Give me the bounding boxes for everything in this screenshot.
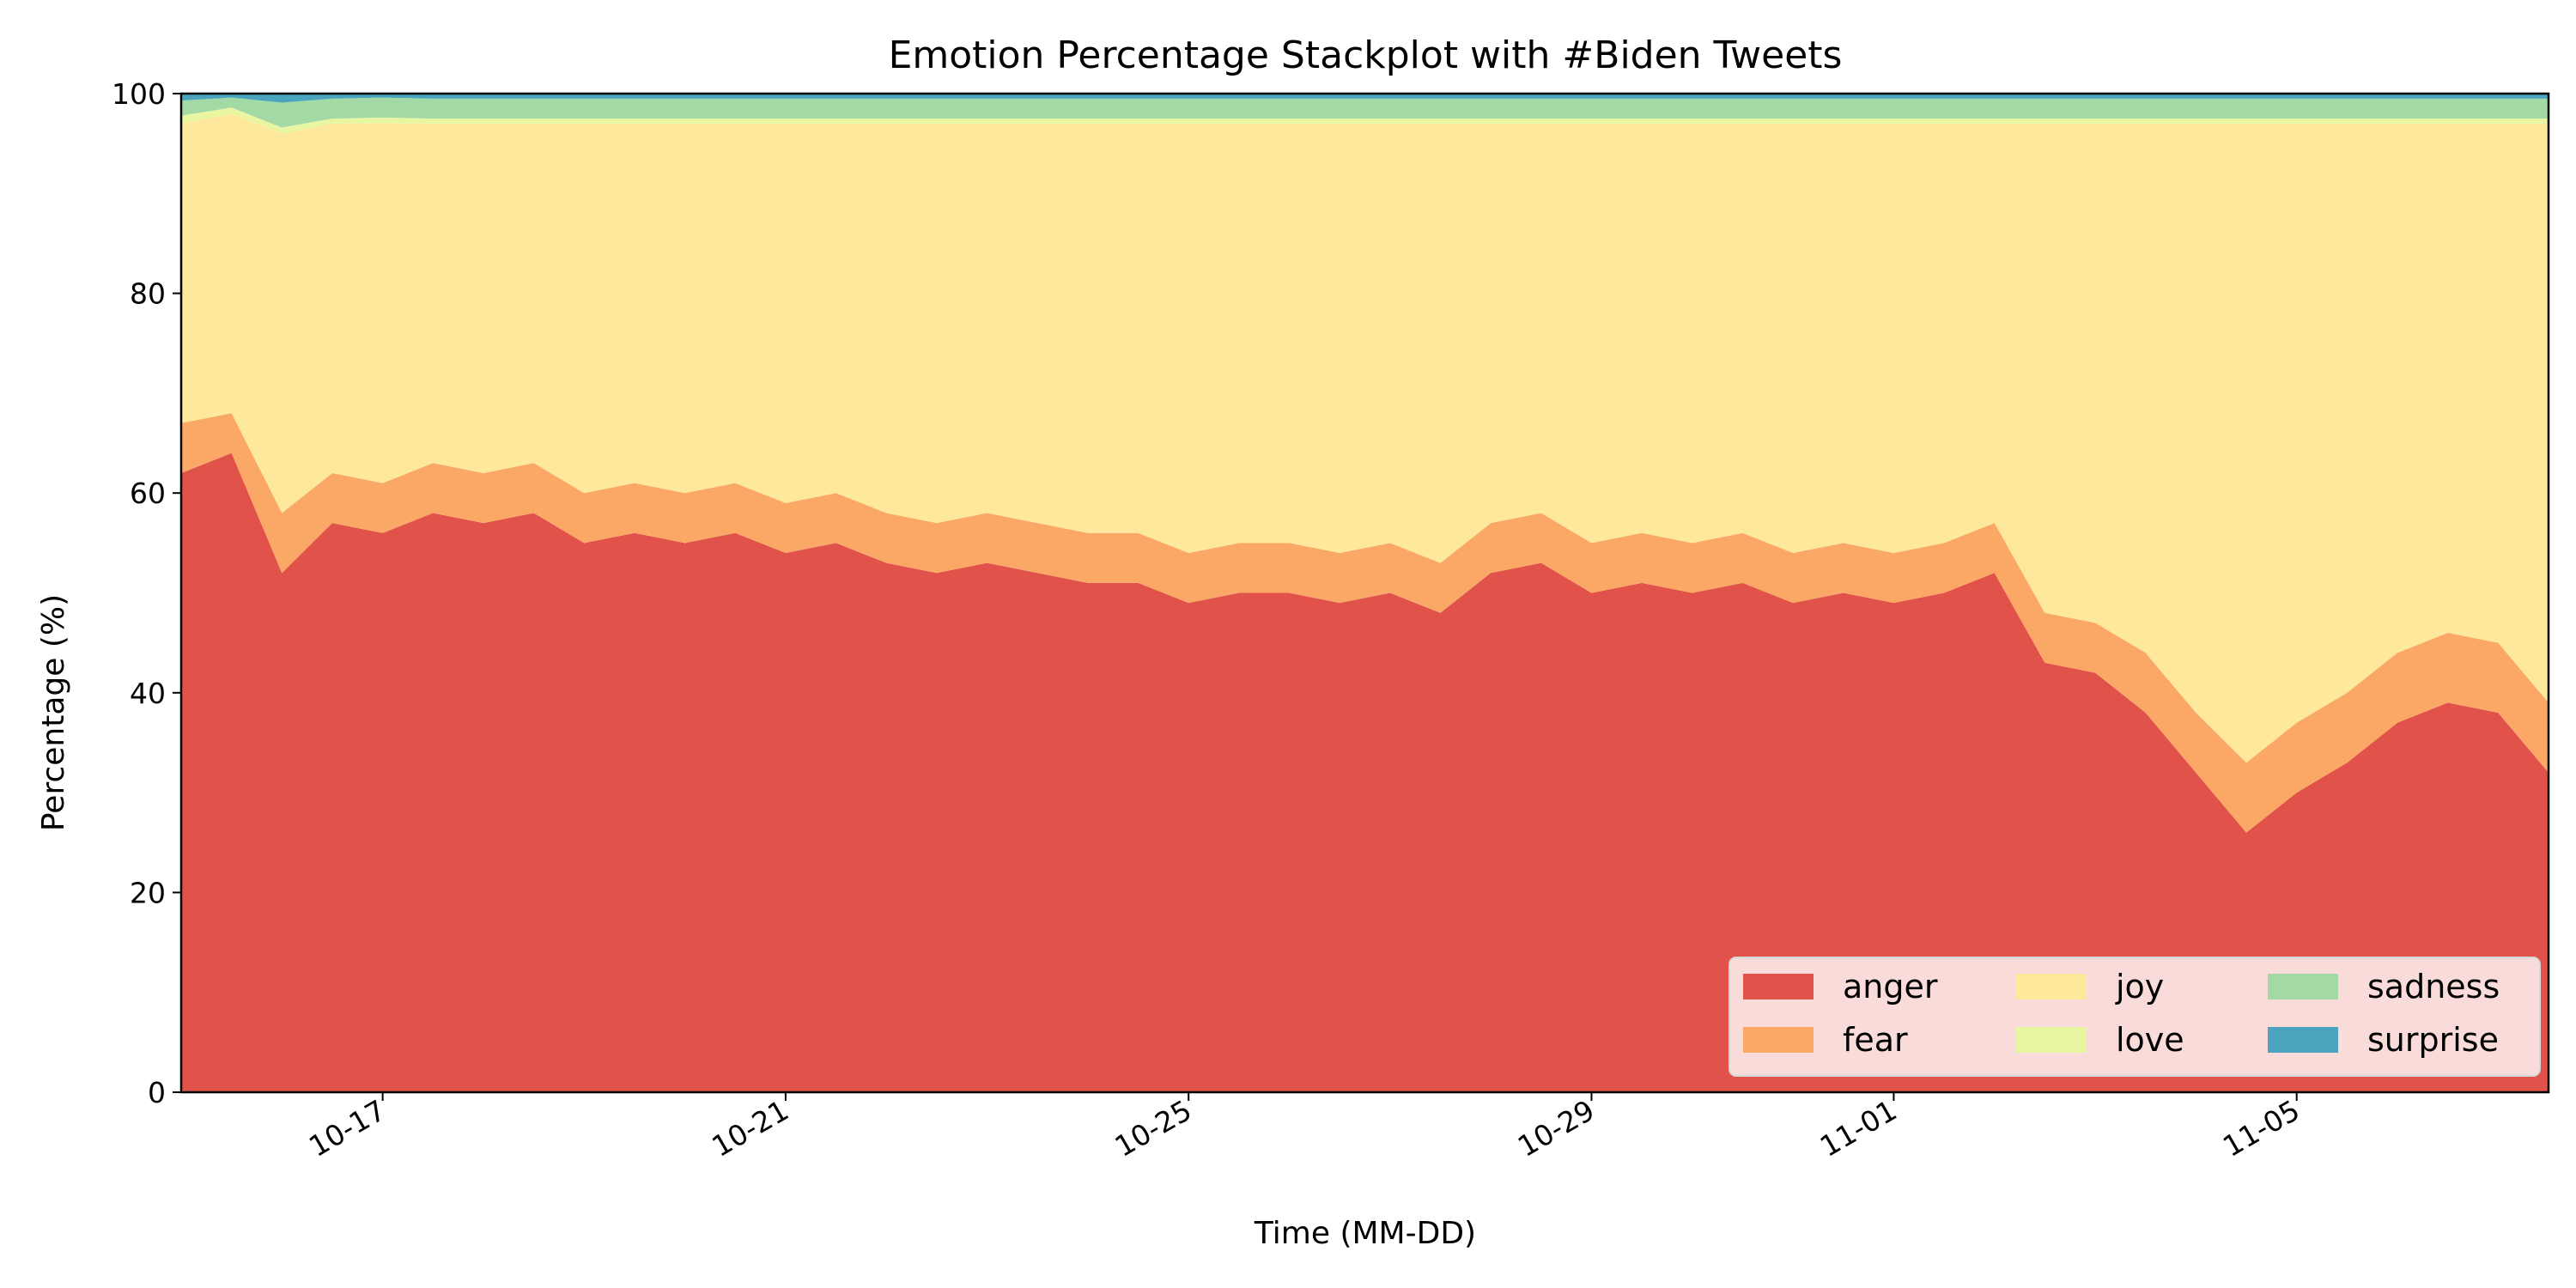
legend-label-surprise: surprise [2367, 1021, 2499, 1059]
legend-swatch-fear [1743, 1027, 1814, 1053]
legend-swatch-sadness [2268, 974, 2338, 999]
area-anger [181, 453, 2549, 1092]
stack-areas [181, 94, 2549, 1092]
y-tick-label: 0 [148, 1076, 166, 1109]
area-surprise [181, 94, 2549, 103]
y-tick-label: 40 [130, 677, 166, 710]
legend-label-anger: anger [1843, 968, 1938, 1005]
chart-title: Emotion Percentage Stackplot with #Biden… [889, 33, 1843, 77]
plot-frame [179, 92, 2550, 1094]
legend-label-joy: joy [2115, 968, 2164, 1005]
x-axis-label: Time (MM-DD) [1254, 1216, 1476, 1251]
legend-swatch-joy [2016, 974, 2087, 999]
y-tick-label: 20 [130, 876, 166, 909]
legend-swatch-surprise [2268, 1027, 2338, 1053]
area-sadness [181, 97, 2549, 128]
legend-label-love: love [2116, 1021, 2184, 1059]
y-tick-label: 100 [112, 77, 166, 111]
y-tick-label: 80 [130, 277, 166, 311]
y-tick-label: 60 [130, 477, 166, 510]
area-joy [181, 113, 2549, 763]
area-love [181, 107, 2549, 134]
y-axis-label: Percentage (%) [36, 594, 71, 831]
legend-label-sadness: sadness [2367, 968, 2500, 1005]
legend: anger fear joy love sadness surprise [1728, 957, 2541, 1077]
legend-swatch-love [2016, 1027, 2087, 1053]
area-fear [181, 413, 2549, 833]
legend-swatch-anger [1743, 974, 1814, 999]
legend-label-fear: fear [1843, 1021, 1908, 1059]
y-axis: 0 20 40 60 80 100 [112, 77, 181, 1109]
